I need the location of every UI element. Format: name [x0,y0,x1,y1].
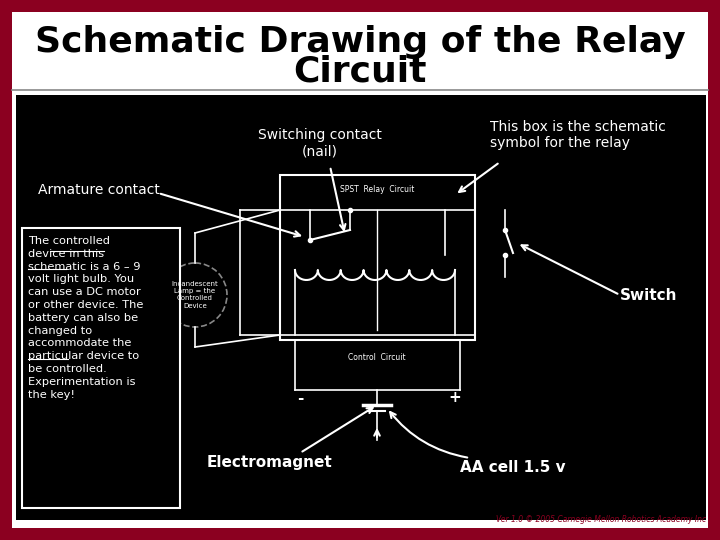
Text: Circuit: Circuit [293,55,427,89]
Bar [280,175,475,340]
Text: -: - [297,390,303,406]
Text: Schematic Drawing of the Relay: Schematic Drawing of the Relay [35,25,685,59]
Text: +: + [449,390,462,406]
Text: Armature contact: Armature contact [38,183,160,197]
Text: Ver 1.0 © 2005 Carnegie Mellon Robotics Academy Inc: Ver 1.0 © 2005 Carnegie Mellon Robotics … [496,515,706,524]
Text: This box is the schematic
symbol for the relay: This box is the schematic symbol for the… [490,120,666,150]
Text: AA cell 1.5 v: AA cell 1.5 v [460,460,566,475]
Text: Switching contact
(nail): Switching contact (nail) [258,128,382,158]
Text: Incandescent
Lamp = the
Controlled
Device: Incandescent Lamp = the Controlled Devic… [171,281,218,308]
Text: Control  Circuit: Control Circuit [348,354,406,362]
Text: The controlled
device in this
schematic is a 6 – 9
volt light bulb. You
can use : The controlled device in this schematic … [28,236,143,400]
Text: Electromagnet: Electromagnet [207,455,333,470]
Text: SPST  Relay  Circuit: SPST Relay Circuit [341,185,415,194]
Bar [22,228,180,508]
Text: Switch: Switch [620,287,678,302]
Bar [16,95,706,520]
